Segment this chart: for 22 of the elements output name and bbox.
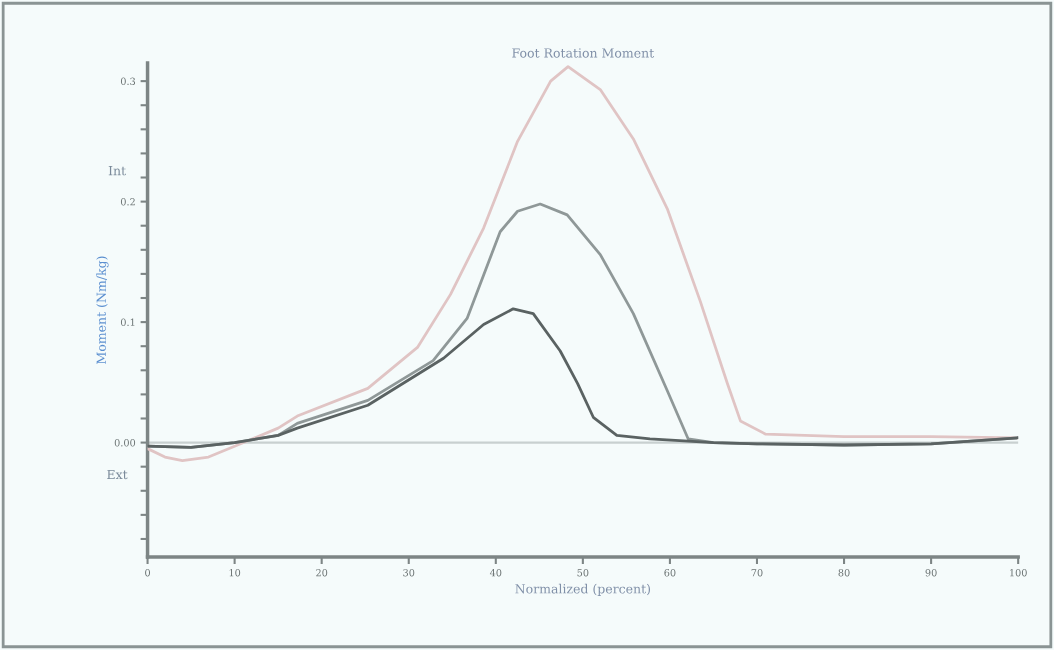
chart-title: Foot Rotation Moment (512, 48, 655, 58)
x-tick-label: 100 (1010, 569, 1027, 577)
text: Ext (107, 469, 128, 480)
y-tick-label: 0.1 (120, 318, 135, 326)
x-tick-label: 50 (577, 569, 589, 577)
x-axis-title: Normalized (percent) (515, 583, 651, 596)
line-series (147, 307, 1019, 449)
line-series (147, 65, 1019, 463)
x-tick-label: 0 (145, 569, 151, 577)
x-tick-label: 60 (664, 569, 676, 577)
y-tick-label: 0.3 (120, 77, 136, 85)
text: Int (108, 166, 126, 176)
y-tick-label: 0.2 (120, 198, 135, 206)
x-tick-label: 20 (316, 569, 328, 577)
y-axis-title: Moment (Nm/kg) (96, 256, 109, 364)
x-tick-label: 90 (925, 569, 937, 577)
x-tick-label: 70 (751, 569, 763, 577)
y-tick-label: 0.00 (114, 439, 136, 447)
x-tick-label: 80 (838, 569, 850, 577)
x-tick-label: 10 (229, 569, 241, 577)
x-tick-label: 40 (489, 569, 502, 577)
x-tick-label: 30 (403, 569, 415, 577)
